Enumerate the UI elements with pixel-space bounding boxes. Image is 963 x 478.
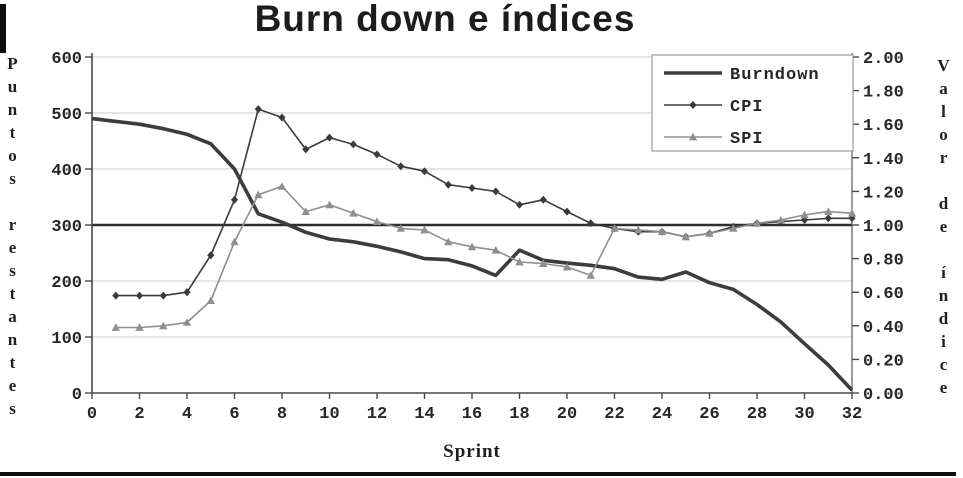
svg-text:200: 200 <box>51 274 82 293</box>
y-right-tick-labels: 0.00 0.20 0.40 0.60 0.80 1.00 1.20 1.40 1.60 1.80… <box>863 50 904 405</box>
svg-text:14: 14 <box>414 405 434 424</box>
series-spi <box>111 182 857 331</box>
svg-text:500: 500 <box>51 106 82 125</box>
svg-text:6: 6 <box>229 405 239 424</box>
chart-title: Burn down e índices <box>254 0 636 39</box>
svg-text:2: 2 <box>134 405 144 424</box>
svg-text:12: 12 <box>367 405 387 424</box>
y-axis-right-label: Valor de índice <box>934 56 953 401</box>
svg-text:16: 16 <box>462 405 482 424</box>
svg-text:30: 30 <box>794 405 814 424</box>
svg-text:1.00: 1.00 <box>863 218 904 237</box>
svg-text:1.40: 1.40 <box>863 151 904 170</box>
svg-text:0: 0 <box>87 405 97 424</box>
svg-text:8: 8 <box>277 405 287 424</box>
scan-artifact-bottom-line <box>0 472 956 476</box>
svg-text:1.60: 1.60 <box>863 117 904 136</box>
legend-entry-burndown: Burndown <box>664 66 820 85</box>
svg-text:100: 100 <box>51 330 82 349</box>
svg-text:24: 24 <box>652 405 672 424</box>
y-axis-left-label: Puntos restantes <box>3 54 22 422</box>
svg-text:0.20: 0.20 <box>863 352 904 371</box>
svg-text:18: 18 <box>509 405 529 424</box>
svg-text:0.60: 0.60 <box>863 285 904 304</box>
svg-text:20: 20 <box>557 405 577 424</box>
x-axis-label: Sprint <box>443 441 501 462</box>
svg-text:0: 0 <box>72 386 82 405</box>
legend: Burndown CPI SPI <box>651 54 854 152</box>
legend-entry-spi: SPI <box>664 130 764 149</box>
axis-ticks <box>85 56 859 399</box>
svg-text:600: 600 <box>51 50 82 69</box>
svg-text:400: 400 <box>51 162 82 181</box>
legend-box <box>651 54 854 152</box>
x-tick-labels: 0 2 4 6 8 10 12 14 16 18 20 22 24 26 28 30 32 <box>87 405 862 424</box>
svg-text:10: 10 <box>319 405 339 424</box>
svg-text:300: 300 <box>51 218 82 237</box>
svg-text:1.80: 1.80 <box>863 84 904 103</box>
svg-text:26: 26 <box>699 405 719 424</box>
legend-label: Burndown <box>730 66 820 85</box>
y-left-tick-labels: 0 100 200 300 400 500 600 <box>51 50 82 405</box>
svg-text:0.00: 0.00 <box>863 386 904 405</box>
svg-text:32: 32 <box>842 405 862 424</box>
svg-text:0.80: 0.80 <box>863 252 904 271</box>
svg-text:22: 22 <box>604 405 624 424</box>
legend-entry-cpi: CPI <box>664 98 764 117</box>
scan-artifact-left-bar <box>0 4 6 53</box>
svg-text:0.40: 0.40 <box>863 319 904 338</box>
legend-label: SPI <box>730 130 764 149</box>
legend-label: CPI <box>730 98 764 117</box>
svg-text:4: 4 <box>182 405 192 424</box>
series-burndown <box>91 116 854 392</box>
svg-text:2.00: 2.00 <box>863 50 904 69</box>
svg-text:1.20: 1.20 <box>863 184 904 203</box>
svg-text:28: 28 <box>747 405 767 424</box>
